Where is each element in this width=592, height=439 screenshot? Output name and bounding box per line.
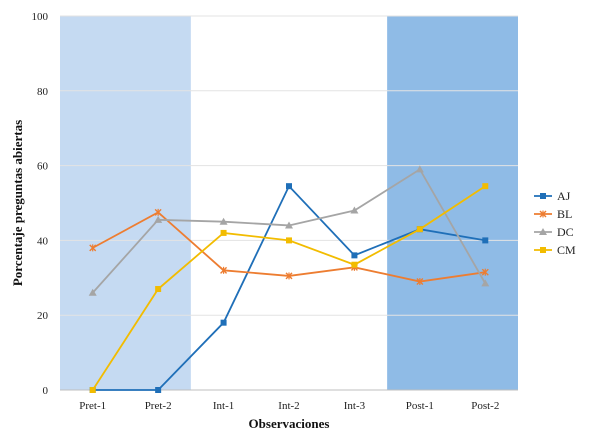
point-bl-post-2 [481,268,489,276]
point-dc-post-2 [481,279,490,287]
y-tick-label-20: 20 [37,310,49,322]
point-cm-int-1 [220,229,227,236]
legend-marker-dc [539,228,547,235]
point-dc-int-2 [285,221,293,229]
series-dc [88,165,490,296]
legend-item-bl: BL [534,207,572,221]
point-dc-int-3 [350,206,359,214]
series-cm [89,183,489,393]
point-bl-post-1 [416,278,424,286]
legend-label-bl: BL [557,207,572,221]
x-tick-label-int-3: Int-3 [344,400,366,412]
legend: AJ BL DC CM [534,189,576,257]
x-tick-label-pret-2: Pret-2 [145,400,172,412]
point-cm-post-1 [416,226,423,233]
x-axis-title: Observaciones [249,416,330,431]
x-tick-label-post-2: Post-2 [471,400,499,412]
series-lines [88,165,490,393]
point-cm-int-3 [351,261,358,268]
legend-label-aj: AJ [557,189,571,203]
legend-item-dc: DC [534,225,574,239]
y-tick-label-40: 40 [37,235,49,247]
legend-marker-aj [540,193,546,199]
point-aj-pret-2 [155,387,162,393]
point-cm-pret-1 [89,387,96,393]
highlight-bands [60,16,518,390]
highlight-band-2 [387,16,518,390]
legend-marker-bl [539,210,547,218]
point-cm-post-2 [482,183,489,190]
point-cm-int-2 [286,237,292,244]
point-cm-pret-2 [155,286,162,293]
point-aj-int-1 [220,319,227,326]
y-tick-label-80: 80 [37,86,49,98]
y-axis-title: Porcentaje preguntas abiertas [10,120,25,286]
y-tick-label-100: 100 [32,11,49,23]
point-dc-int-1 [219,217,228,225]
y-tick-label-0: 0 [43,385,49,397]
point-bl-int-1 [220,266,228,274]
legend-label-cm: CM [557,243,576,257]
point-bl-pret-1 [89,244,97,252]
point-dc-pret-1 [88,288,97,296]
legend-item-aj: AJ [534,189,571,203]
point-aj-int-2 [286,183,292,190]
highlight-band-1 [60,16,191,390]
y-axis-ticks: 0 20 40 60 80 100 [32,11,49,397]
point-aj-int-3 [351,252,358,259]
legend-label-dc: DC [557,225,574,239]
point-bl-int-2 [285,272,293,280]
x-tick-label-int-1: Int-1 [213,400,234,412]
y-tick-label-60: 60 [37,161,49,173]
x-tick-label-pret-1: Pret-1 [79,400,106,412]
point-dc-pret-2 [154,215,163,223]
point-dc-post-1 [415,165,424,173]
legend-marker-cm [540,247,546,253]
point-bl-pret-2 [154,208,162,216]
legend-item-cm: CM [534,243,576,257]
x-tick-label-post-1: Post-1 [406,400,434,412]
point-aj-post-2 [482,237,489,244]
x-axis-ticks: Pret-1 Pret-2 Int-1 Int-2 Int-3 Post-1 Post-2 [79,400,499,412]
x-tick-label-int-2: Int-2 [278,400,299,412]
